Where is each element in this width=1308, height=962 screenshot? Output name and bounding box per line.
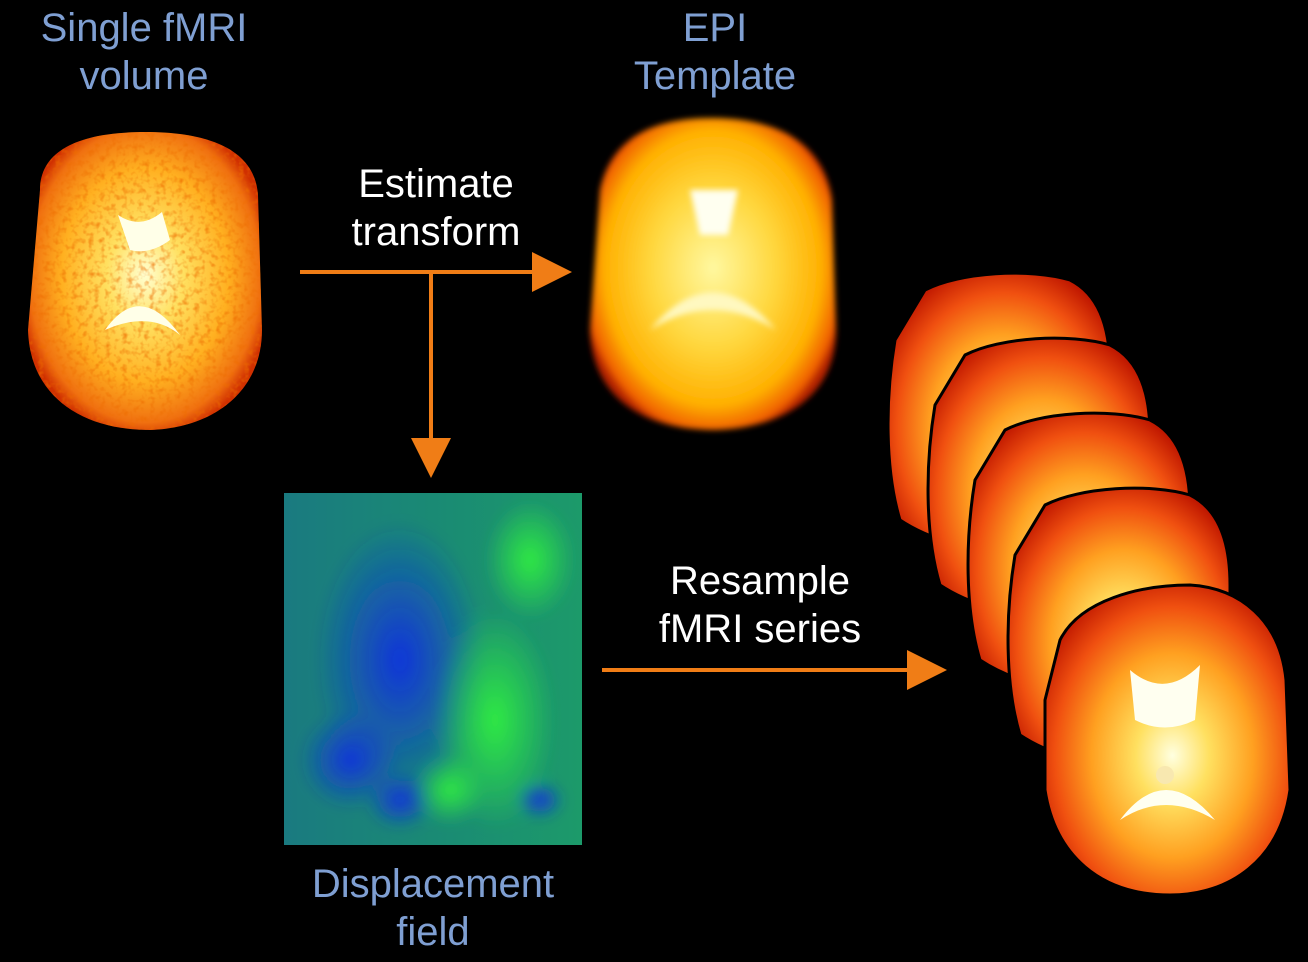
resample-label-line1: Resample xyxy=(669,559,851,603)
fmri-volume-label: Single fMRI volume xyxy=(4,4,284,100)
fmri-series-stack xyxy=(886,271,1292,897)
epi-template-label: EPI Template xyxy=(575,4,855,100)
series-slice-front xyxy=(1043,583,1292,897)
arrows xyxy=(300,252,947,690)
resample-label-line2: fMRI series xyxy=(658,607,862,651)
estimate-transform-label: Estimate transform xyxy=(316,160,556,256)
displacement-field-image xyxy=(284,493,582,845)
fmri-volume-label-line1: Single fMRI xyxy=(40,6,248,50)
estimate-label-line1: Estimate xyxy=(358,162,514,206)
displacement-label-line1: Displacement xyxy=(311,862,555,906)
epi-template-image xyxy=(590,118,836,430)
displacement-label-line2: field xyxy=(396,910,470,954)
epi-template-label-line1: EPI xyxy=(682,6,748,50)
resample-series-label: Resample fMRI series xyxy=(630,557,890,653)
estimate-label-line2: transform xyxy=(351,210,521,254)
epi-template-label-line2: Template xyxy=(633,54,797,98)
displacement-field-label: Displacement field xyxy=(284,860,582,956)
fmri-volume-label-line2: volume xyxy=(79,54,209,98)
fmri-volume-image xyxy=(28,132,262,430)
